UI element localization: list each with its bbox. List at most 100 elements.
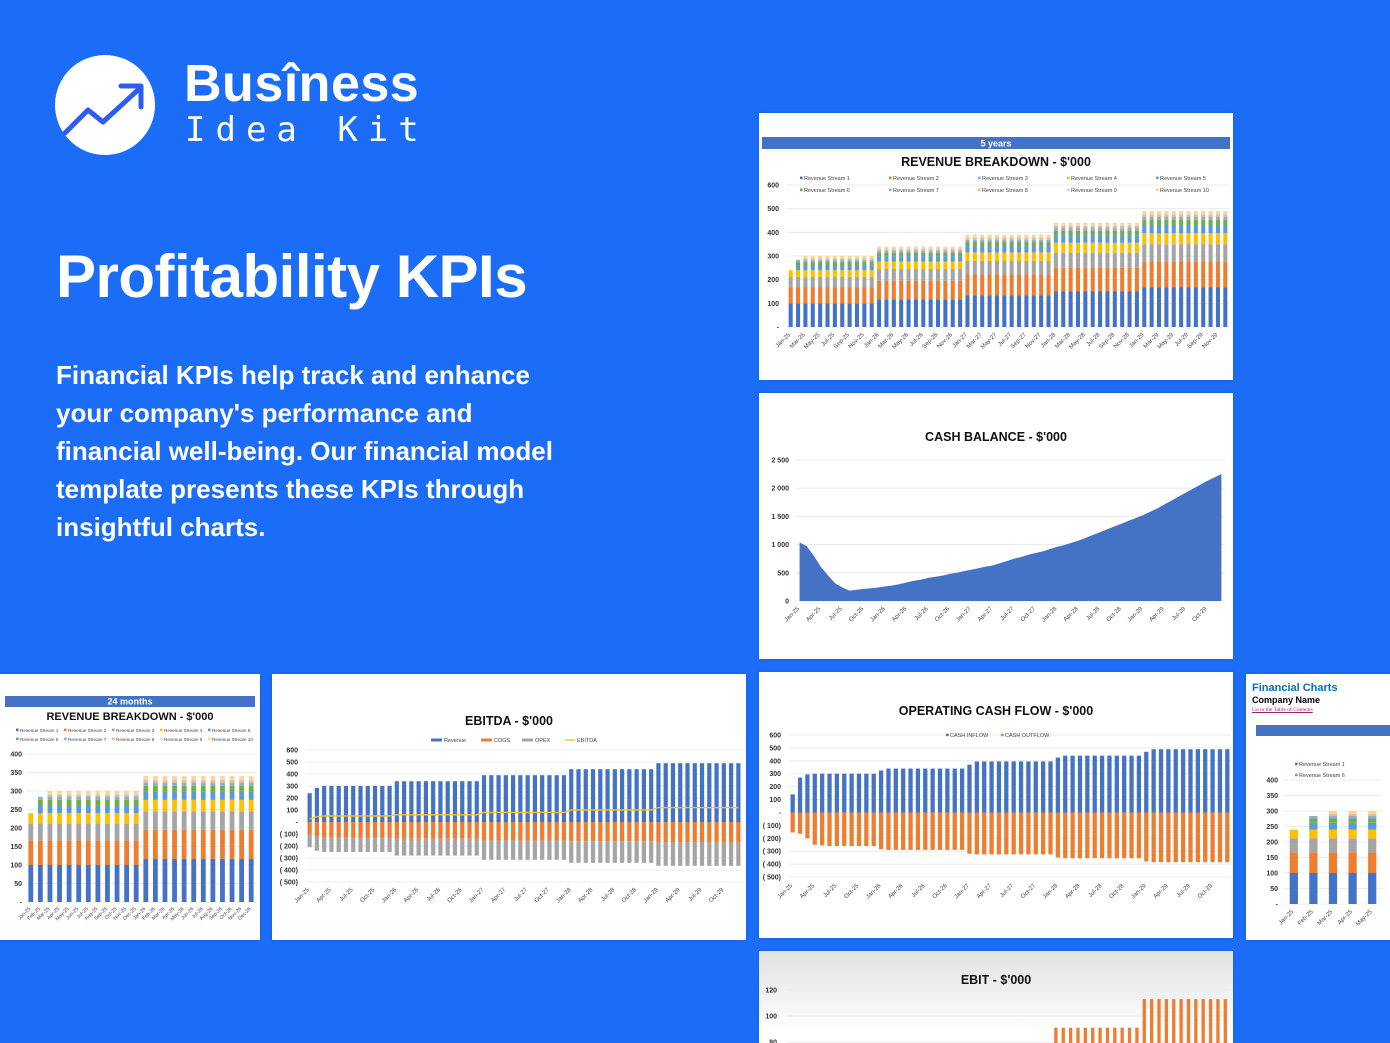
bar-segment: [1348, 852, 1357, 873]
bar-segment: [810, 259, 815, 262]
bar-segment: [854, 256, 860, 258]
bar-segment: [928, 269, 933, 281]
x-tick-label: Jul-29: [688, 887, 704, 903]
bar-segment: [1011, 761, 1016, 813]
x-tick-label: Jul-28: [600, 887, 616, 903]
bar-segment: [133, 791, 139, 793]
bar-segment: [1309, 852, 1318, 873]
bar-segment: [85, 796, 91, 800]
bar-segment: [656, 842, 661, 866]
bar-segment: [862, 261, 867, 265]
bar-segment: [1171, 224, 1176, 234]
bar-segment: [1142, 219, 1147, 225]
bar-segment: [200, 780, 206, 783]
y-tick-label: 300: [769, 771, 781, 778]
bar-segment: [1179, 211, 1184, 213]
bar-segment: [864, 812, 869, 847]
bar-segment: [1164, 211, 1169, 213]
bar-segment: [114, 823, 120, 841]
bar-segment: [877, 256, 882, 262]
table-of-contents-link[interactable]: Go to the Table of Contents: [1252, 707, 1313, 713]
bar-segment: [950, 261, 955, 270]
x-tick-label: Oct-29: [1192, 606, 1209, 623]
x-tick-label: Jan-29: [1130, 883, 1148, 901]
bar-segment: [721, 842, 726, 866]
bar-segment: [172, 811, 177, 830]
bar-segment: [864, 773, 869, 813]
bar-segment: [812, 812, 817, 845]
y-tick-label: 1 000: [771, 542, 789, 549]
bar-segment: [790, 812, 795, 833]
bar-segment: [627, 769, 632, 822]
bar-segment: [1031, 239, 1036, 243]
bar-segment: [825, 259, 830, 262]
bar-segment: [1328, 815, 1338, 819]
bar-segment: [547, 775, 552, 822]
bar-segment: [818, 259, 823, 262]
y-tick-label: 100: [765, 1014, 777, 1021]
bar-segment: [803, 256, 808, 258]
y-tick-label: 120: [765, 988, 777, 995]
bar-segment: [810, 261, 815, 265]
bar-segment: [1098, 291, 1103, 327]
bar-segment: [877, 280, 882, 300]
bar-segment: [1127, 228, 1132, 231]
bar-segment: [1068, 222, 1073, 225]
bar-segment: [1061, 291, 1066, 327]
bar-segment: [906, 246, 911, 248]
x-tick-label: Oct-25: [359, 887, 376, 904]
bar-segment: [1090, 252, 1095, 268]
bar-segment: [913, 246, 918, 248]
bar-segment: [1024, 238, 1029, 240]
bar-segment: [1061, 267, 1066, 292]
bar-segment: [1348, 873, 1357, 904]
bar-segment: [685, 822, 690, 843]
bar-segment: [980, 246, 985, 253]
bar-segment: [810, 270, 815, 277]
y-tick-label: -: [779, 810, 782, 817]
bar-segment: [172, 780, 177, 783]
bar-segment: [1348, 814, 1357, 816]
bar-segment: [987, 274, 992, 296]
bar-segment: [1085, 755, 1090, 813]
bar-segment: [989, 812, 994, 855]
bar-segment: [431, 822, 436, 839]
bar-segment: [85, 813, 91, 824]
bar-segment: [1142, 287, 1147, 327]
bar-segment: [220, 829, 225, 859]
bar-segment: [1203, 749, 1208, 813]
y-tick-label: 500: [777, 570, 789, 577]
bar-segment: [1122, 812, 1127, 859]
bar-segment: [891, 261, 896, 270]
bar-segment: [803, 257, 808, 259]
bar-segment: [634, 841, 639, 863]
bar-segment: [445, 838, 450, 856]
bar-segment: [314, 787, 320, 822]
legend-swatch: [16, 737, 19, 741]
y-tick-label: 2 000: [771, 486, 789, 493]
bar-segment: [95, 799, 101, 806]
bar-segment: [994, 234, 999, 237]
bar-segment: [181, 811, 187, 830]
bar-segment: [394, 838, 399, 856]
bar-segment: [1186, 219, 1191, 225]
bar-segment: [336, 786, 341, 822]
x-tick-label: Oct-29: [708, 887, 725, 904]
bar-segment: [210, 782, 216, 786]
bar-segment: [47, 840, 53, 865]
legend-item: Revenue Stream 4: [1071, 176, 1117, 182]
bar-segment: [47, 865, 53, 902]
bar-segment: [114, 792, 120, 795]
bar-segment: [854, 259, 860, 262]
bar-segment: [409, 822, 414, 839]
bar-segment: [66, 805, 72, 814]
bar-segment: [869, 259, 874, 262]
bar-segment: [952, 768, 957, 813]
bar-segment: [1156, 212, 1162, 215]
bar-segment: [394, 822, 399, 839]
bar-segment: [85, 805, 91, 814]
bar-segment: [1223, 216, 1228, 220]
bar-segment: [239, 782, 245, 786]
bar-segment: [972, 239, 977, 243]
bar-segment: [1002, 236, 1007, 239]
